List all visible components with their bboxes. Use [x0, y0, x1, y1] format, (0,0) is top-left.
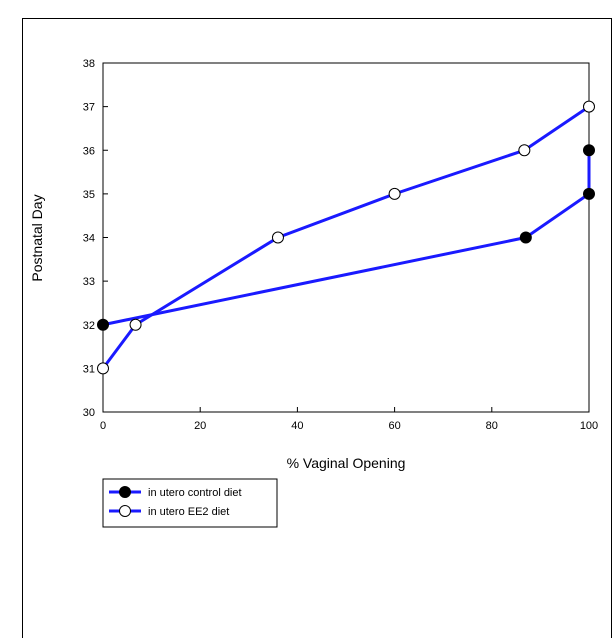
legend-marker-ee2: [119, 505, 131, 517]
data-point-series-1: [388, 187, 401, 200]
x-tick-label: 0: [100, 420, 106, 432]
series-line-0: [102, 150, 591, 327]
y-tick-label: 31: [83, 363, 95, 375]
y-axis-ticks: 30 31 32 33 34 35 36 37 38: [83, 58, 108, 419]
y-tick-label: 36: [83, 145, 95, 157]
data-point-series-1: [97, 362, 109, 375]
data-point-series-0: [519, 231, 532, 244]
legend-box: [102, 478, 278, 528]
data-point-series-1: [129, 318, 142, 331]
data-point-series-0: [583, 144, 595, 157]
x-tick-label: 60: [388, 420, 400, 432]
data-point-series-0: [97, 318, 109, 331]
y-tick-label: 37: [83, 102, 95, 114]
y-tick-label: 30: [83, 407, 95, 419]
x-tick-label: 100: [580, 420, 598, 432]
series-line-1: [101, 105, 590, 370]
data-point-series-0: [583, 187, 595, 200]
legend-label-ee2: in utero EE2 diet: [148, 506, 229, 518]
y-tick-label: 38: [83, 58, 95, 70]
data-point-series-1: [271, 231, 284, 244]
series-layer: [97, 100, 595, 375]
y-tick-label: 35: [83, 189, 95, 201]
data-point-series-1: [518, 144, 531, 157]
x-axis-label: % Vaginal Opening: [287, 455, 406, 471]
x-axis-ticks: 0 20 40 60 80 100: [100, 407, 598, 432]
data-point-series-1: [583, 100, 595, 113]
x-tick-label: 80: [486, 420, 498, 432]
y-tick-label: 34: [83, 233, 95, 245]
legend-label-control: in utero control diet: [148, 487, 242, 499]
y-tick-label: 33: [83, 276, 95, 288]
legend: in utero control diet in utero EE2 diet: [102, 478, 278, 528]
x-tick-label: 20: [194, 420, 206, 432]
legend-marker-control: [119, 486, 131, 498]
y-axis-label: Postnatal Day: [29, 194, 45, 281]
x-tick-label: 40: [291, 420, 303, 432]
figure-border: [22, 18, 612, 638]
y-tick-label: 32: [83, 320, 95, 332]
